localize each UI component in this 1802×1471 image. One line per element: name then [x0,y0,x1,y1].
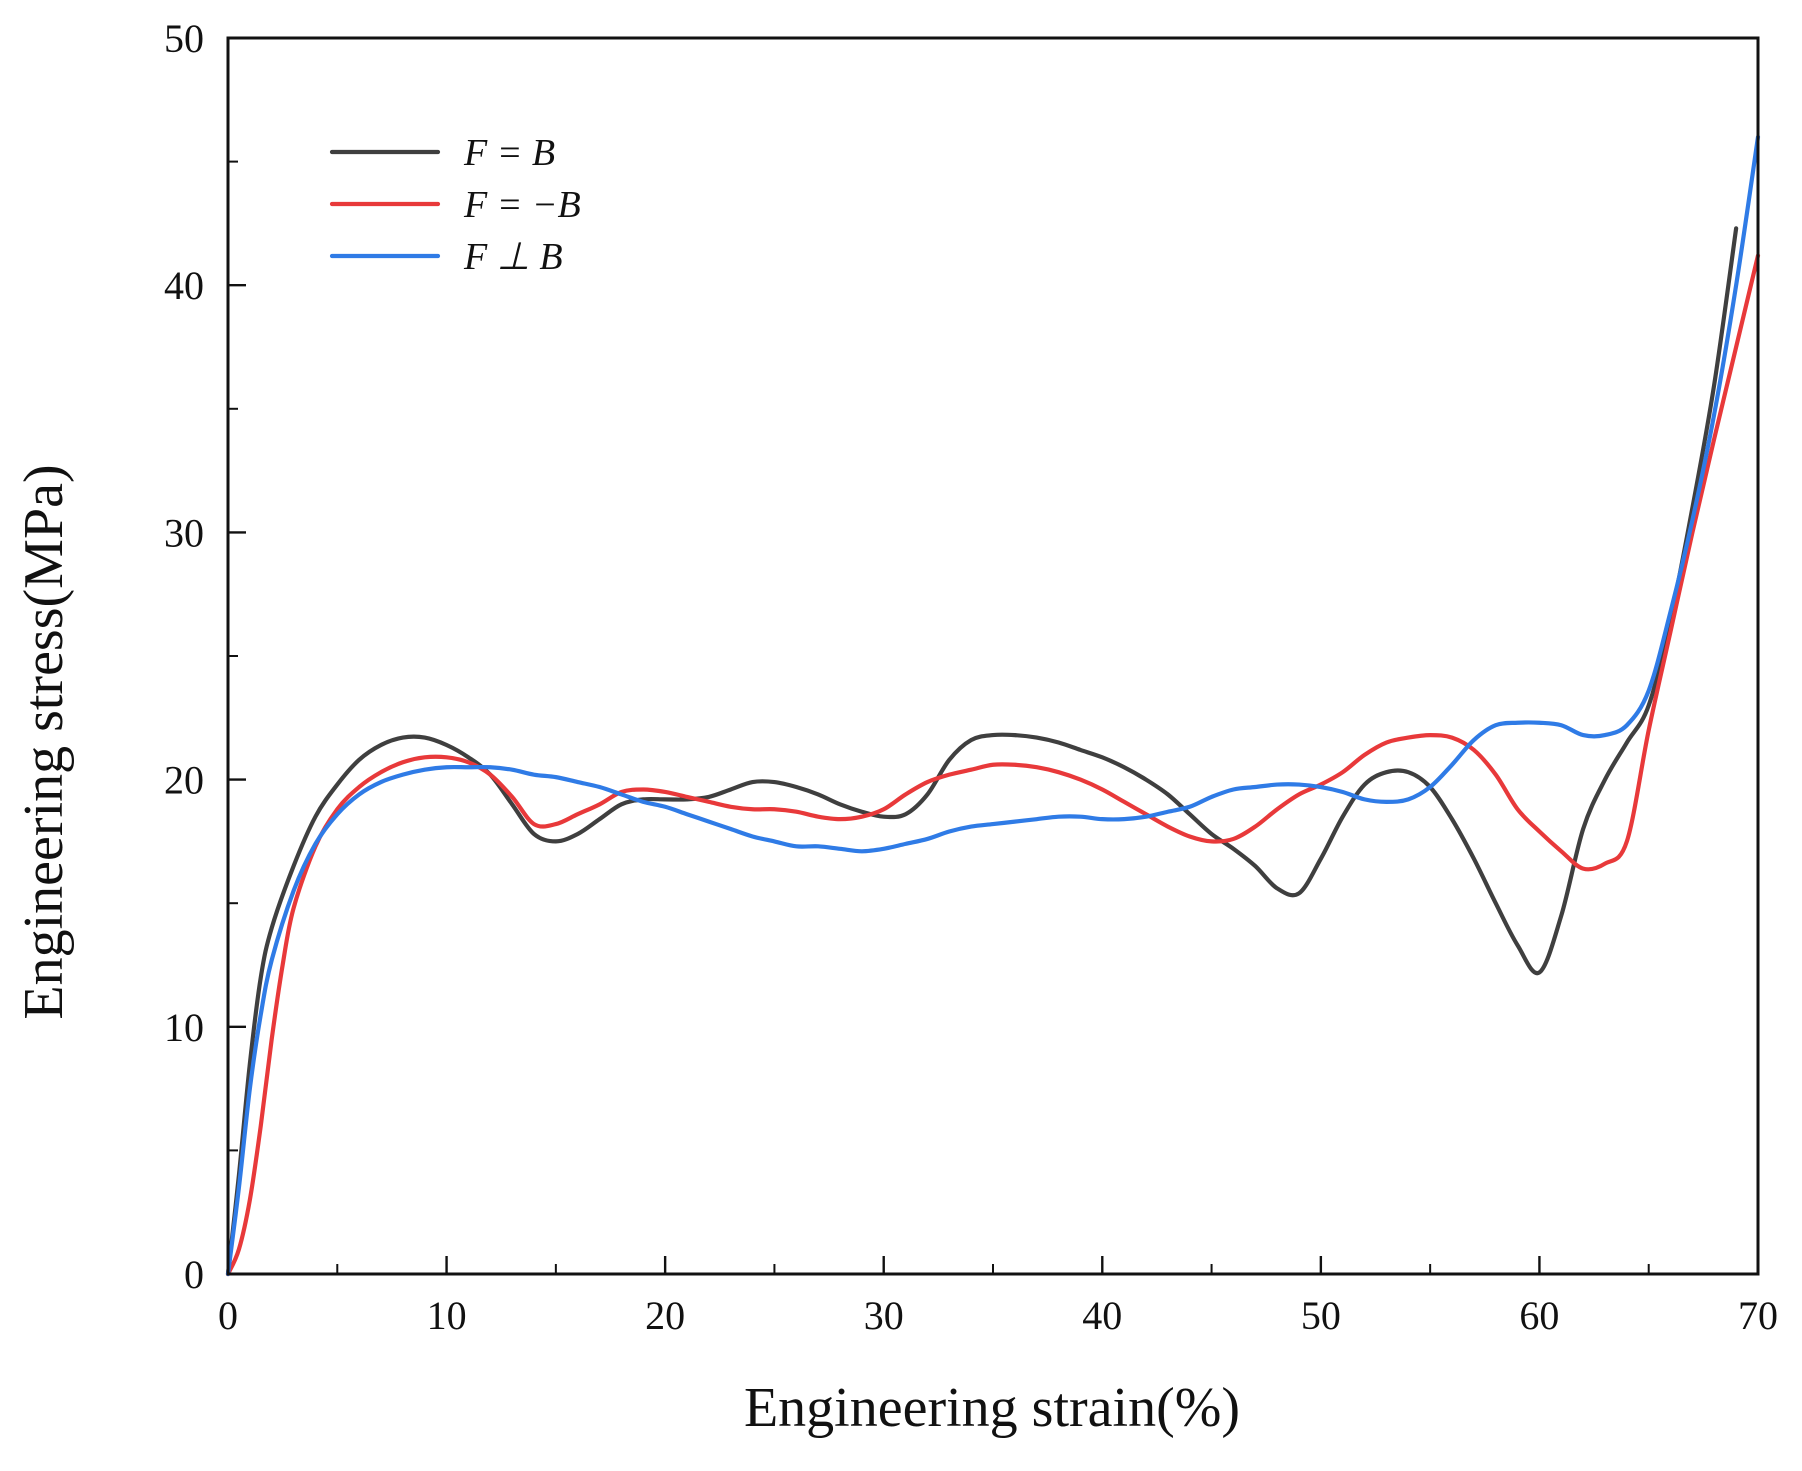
x-axis-title: Engineering strain(%) [744,1377,1240,1439]
series-line-2 [225,253,1761,1277]
y-tick-label-1: 10 [164,1005,204,1050]
legend-label-3: F ⊥ B [463,236,563,278]
y-tick-label-5: 50 [164,16,204,61]
x-tick-label-5: 50 [1301,1293,1341,1338]
y-tick-label-3: 30 [164,510,204,555]
series-line-1 [225,226,1739,1277]
y-tick-label-2: 20 [164,758,204,803]
y-tick-label-4: 40 [164,263,204,308]
x-tick-label-0: 0 [218,1293,238,1338]
axes: 0 10 20 30 40 50 60 70 0 10 20 30 40 50 [164,16,1778,1338]
x-tick-label-1: 10 [427,1293,467,1338]
x-tick-label-3: 30 [864,1293,904,1338]
legend-label-2: F = −B [463,184,581,226]
plot-lines [225,134,1761,1277]
series-line-3 [225,134,1761,1277]
x-tick-label-4: 40 [1082,1293,1122,1338]
y-axis-title: Engineering stress(MPa) [13,464,75,1019]
y-tick-label-0: 0 [184,1252,204,1297]
x-tick-label-7: 70 [1738,1293,1778,1338]
legend: F = B F = −B F ⊥ B [329,132,581,278]
legend-label-1: F = B [463,132,555,174]
x-tick-label-6: 60 [1519,1293,1559,1338]
x-tick-label-2: 20 [645,1293,685,1338]
